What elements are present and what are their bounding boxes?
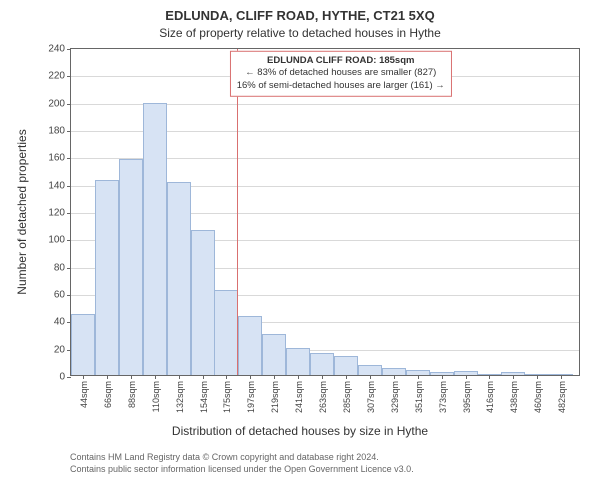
xtick-mark	[466, 375, 467, 379]
histogram-bar	[71, 314, 95, 376]
ytick-label: 40	[54, 317, 65, 328]
xtick-label: 241sqm	[294, 381, 304, 413]
xtick-mark	[489, 375, 490, 379]
xtick-mark	[274, 375, 275, 379]
ytick-label: 180	[48, 126, 65, 137]
xtick-label: 175sqm	[222, 381, 232, 413]
xtick-label: 351sqm	[414, 381, 424, 413]
xtick-mark	[226, 375, 227, 379]
ytick-mark	[67, 76, 71, 77]
xtick-label: 110sqm	[151, 381, 161, 412]
ytick-mark	[67, 158, 71, 159]
ytick-label: 200	[48, 98, 65, 109]
ytick-label: 80	[54, 262, 65, 273]
xtick-mark	[298, 375, 299, 379]
xtick-label: 44sqm	[79, 381, 89, 408]
xtick-mark	[179, 375, 180, 379]
ytick-label: 20	[54, 344, 65, 355]
main-title: EDLUNDA, CLIFF ROAD, HYTHE, CT21 5XQ	[0, 8, 600, 23]
histogram-bar	[382, 368, 406, 375]
ytick-mark	[67, 131, 71, 132]
footer-line-1: Contains HM Land Registry data © Crown c…	[70, 452, 590, 464]
histogram-bar	[119, 159, 143, 375]
ytick-label: 160	[48, 153, 65, 164]
xtick-mark	[370, 375, 371, 379]
xtick-label: 263sqm	[318, 381, 328, 413]
ytick-label: 120	[48, 208, 65, 219]
histogram-bar	[214, 290, 238, 375]
histogram-bar	[286, 348, 310, 375]
xtick-mark	[250, 375, 251, 379]
xtick-label: 438sqm	[509, 381, 519, 413]
ytick-mark	[67, 186, 71, 187]
xtick-mark	[322, 375, 323, 379]
xtick-label: 154sqm	[199, 381, 209, 413]
annotation-title: EDLUNDA CLIFF ROAD: 185sqm	[237, 54, 445, 67]
xtick-label: 88sqm	[127, 381, 137, 408]
ytick-label: 0	[59, 372, 65, 383]
ytick-mark	[67, 268, 71, 269]
histogram-bar	[262, 334, 286, 375]
plot-area: 02040608010012014016018020022024044sqm66…	[70, 48, 580, 376]
histogram-bar	[310, 353, 334, 375]
xtick-mark	[131, 375, 132, 379]
ytick-label: 240	[48, 44, 65, 55]
histogram-bar	[191, 230, 215, 375]
ytick-label: 220	[48, 71, 65, 82]
xtick-mark	[394, 375, 395, 379]
xtick-label: 132sqm	[175, 381, 185, 413]
xtick-mark	[537, 375, 538, 379]
y-axis-label: Number of detached properties	[15, 129, 29, 294]
xtick-label: 307sqm	[366, 381, 376, 413]
x-axis-label: Distribution of detached houses by size …	[0, 424, 600, 438]
sub-title: Size of property relative to detached ho…	[0, 26, 600, 40]
ytick-label: 60	[54, 290, 65, 301]
footer-line-2: Contains public sector information licen…	[70, 464, 590, 476]
footer: Contains HM Land Registry data © Crown c…	[70, 452, 590, 475]
histogram-bar	[167, 182, 191, 375]
histogram-bar	[238, 316, 262, 375]
reference-line	[237, 49, 238, 375]
xtick-mark	[346, 375, 347, 379]
annotation-line-2: ← 83% of detached houses are smaller (82…	[237, 67, 445, 80]
xtick-label: 66sqm	[103, 381, 113, 408]
xtick-label: 416sqm	[485, 381, 495, 413]
xtick-label: 329sqm	[390, 381, 400, 413]
histogram-bar	[95, 180, 119, 375]
ytick-mark	[67, 295, 71, 296]
xtick-label: 373sqm	[438, 381, 448, 413]
ytick-mark	[67, 104, 71, 105]
ytick-label: 140	[48, 180, 65, 191]
ytick-mark	[67, 213, 71, 214]
ytick-label: 100	[48, 235, 65, 246]
chart-container: EDLUNDA, CLIFF ROAD, HYTHE, CT21 5XQ Siz…	[0, 0, 600, 500]
xtick-mark	[561, 375, 562, 379]
annotation-line-3: 16% of semi-detached houses are larger (…	[237, 80, 445, 93]
xtick-label: 285sqm	[342, 381, 352, 413]
xtick-mark	[418, 375, 419, 379]
ytick-mark	[67, 49, 71, 50]
xtick-label: 219sqm	[270, 381, 280, 413]
xtick-label: 482sqm	[557, 381, 567, 413]
xtick-mark	[155, 375, 156, 379]
ytick-mark	[67, 240, 71, 241]
xtick-mark	[513, 375, 514, 379]
histogram-bar	[143, 103, 167, 375]
xtick-label: 197sqm	[246, 381, 256, 413]
xtick-mark	[203, 375, 204, 379]
xtick-label: 395sqm	[462, 381, 472, 413]
histogram-bar	[334, 356, 358, 375]
xtick-mark	[83, 375, 84, 379]
xtick-mark	[107, 375, 108, 379]
xtick-mark	[442, 375, 443, 379]
xtick-label: 460sqm	[533, 381, 543, 413]
histogram-bar	[358, 365, 382, 375]
annotation-box: EDLUNDA CLIFF ROAD: 185sqm← 83% of detac…	[230, 50, 452, 96]
ytick-mark	[67, 377, 71, 378]
